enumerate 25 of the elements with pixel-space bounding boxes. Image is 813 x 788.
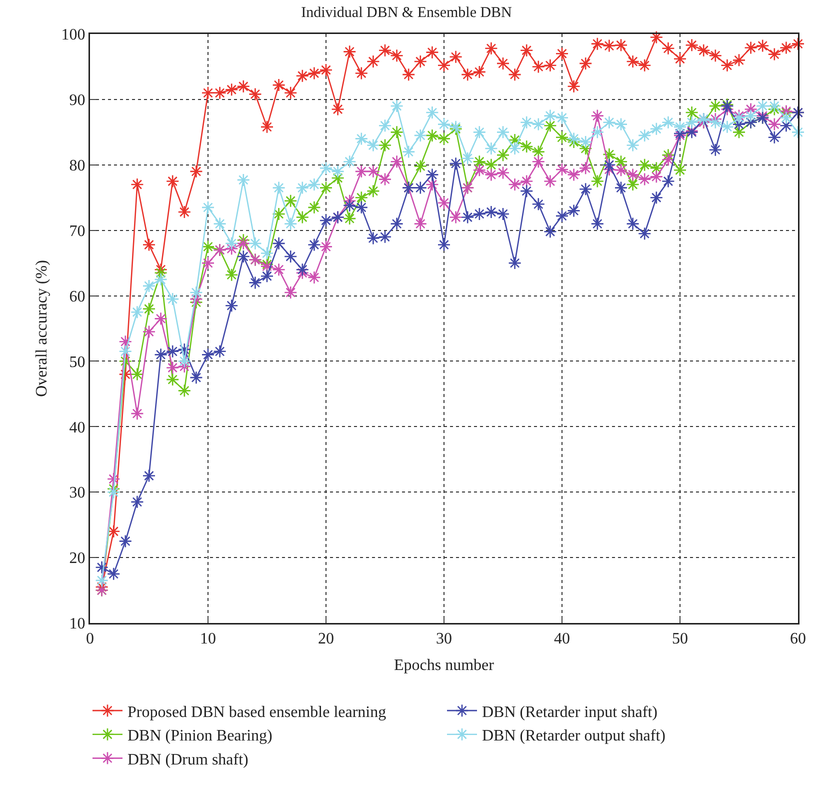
y-tick-label: 10	[69, 616, 86, 633]
y-tick-label: 70	[69, 222, 86, 240]
chart-title: Individual DBN & Ensemble DBN	[301, 4, 512, 21]
y-tick-label: 50	[69, 354, 86, 371]
x-tick-label: 40	[554, 630, 570, 648]
legend-label: DBN (Retarder output shaft)	[482, 728, 666, 745]
y-tick-label: 90	[69, 92, 86, 110]
x-tick-label: 10	[200, 630, 216, 648]
y-axis-title: Overall accuracy (%)	[33, 260, 50, 397]
x-tick-label: 30	[436, 630, 452, 648]
legend-label: DBN (Retarder input shaft)	[482, 704, 658, 721]
y-tick-label: 80	[69, 157, 86, 174]
y-tick-label: 30	[69, 484, 86, 502]
y-tick-label: 40	[69, 419, 86, 436]
y-tick-label: 20	[69, 550, 86, 568]
x-tick-label: 50	[672, 630, 688, 648]
legend-label: Proposed DBN based ensemble learning	[128, 704, 386, 721]
y-tick-label: 60	[69, 288, 86, 306]
x-tick-label: 60	[790, 630, 806, 648]
y-tick-label: 100	[61, 26, 86, 44]
legend-label: DBN (Drum shaft)	[128, 751, 248, 768]
x-axis-title: Epochs number	[394, 657, 495, 674]
legend-label: DBN (Pinion Bearing)	[128, 728, 272, 745]
x-tick-label: 0	[86, 630, 94, 648]
x-tick-label: 20	[318, 630, 334, 648]
